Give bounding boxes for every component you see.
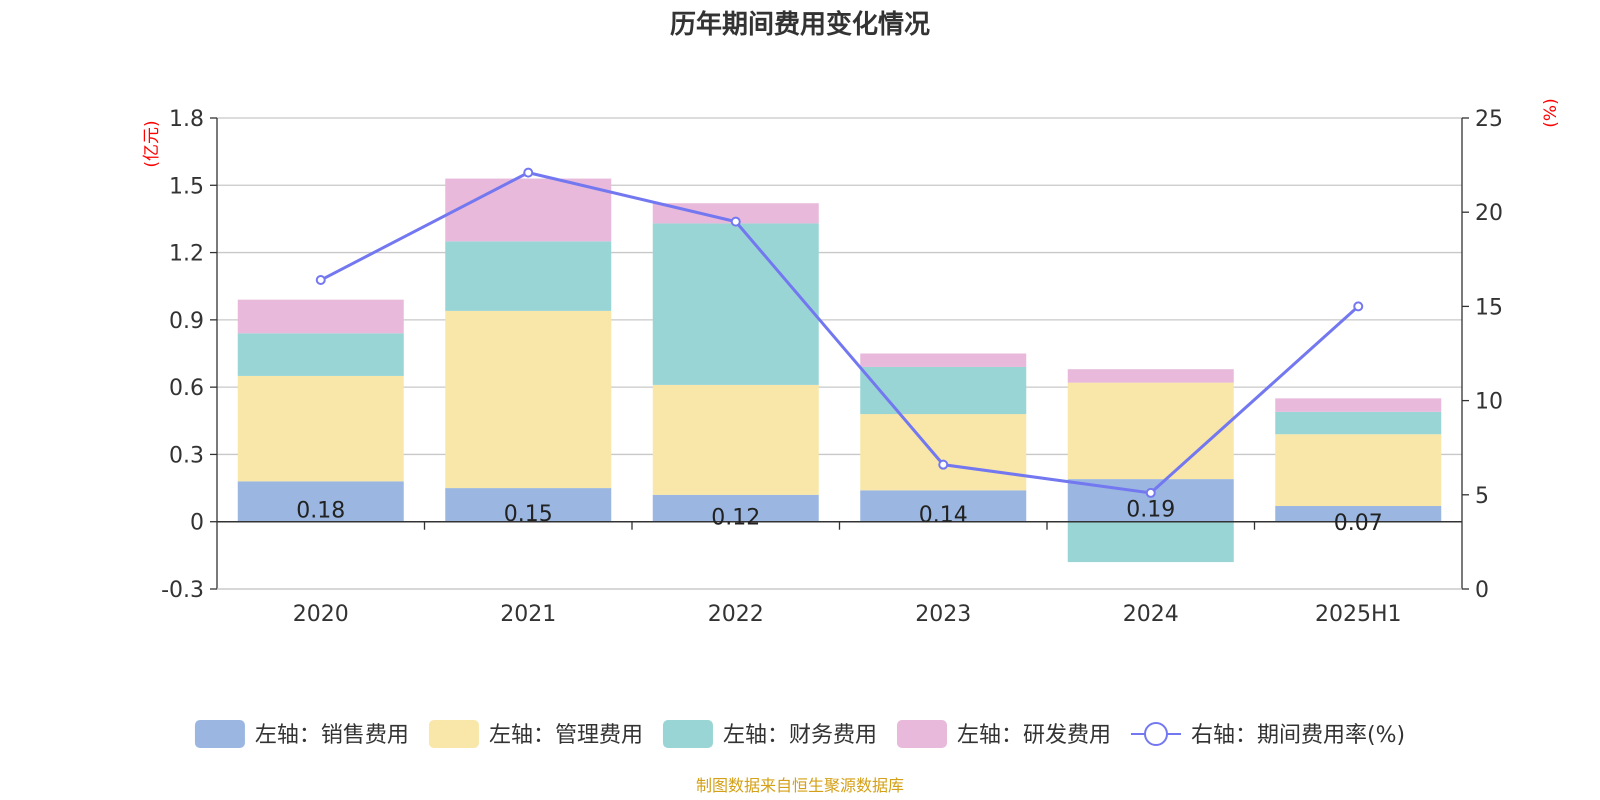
source-note: 制图数据来自恒生聚源数据库 [696,776,904,795]
legend-swatch [662,720,713,748]
bar-segment [237,481,404,522]
x-tick-label: 2021 [500,602,556,627]
right-axis-unit: (%) [1541,98,1561,127]
legend: 左轴：销售费用 左轴：管理费用 左轴：财务费用 左轴：研发费用 右轴：期间费用率(%) [194,720,1405,748]
left-tick-label: 0.3 [169,443,204,468]
right-tick-label: 5 [1475,484,1489,509]
left-tick-label: 0 [190,511,204,536]
left-axis-unit: (亿元) [142,120,162,167]
left-tick-label: 1.2 [169,242,204,267]
rate-point [938,459,949,470]
right-tick-label: 20 [1475,201,1503,226]
data-labels: 0.18 0.15 0.12 0.14 0.19 0.07 [296,497,1382,535]
left-tick-label: 1.8 [169,107,204,132]
x-tick-label: 2022 [708,602,764,627]
axes: -0.3 0 0.3 0.6 0.9 1.2 1.5 1.8 (亿元) 0 5 10 15 20 25 (%)… [142,98,1561,627]
left-tick-label: 0.9 [169,309,204,334]
x-tick-label: 2023 [915,602,971,627]
bar-segment [860,414,1027,491]
rate-point [1353,301,1364,312]
left-tick-label: 0.6 [169,376,204,401]
bar-segment [445,488,612,522]
bar-segment [445,178,612,242]
data-label: 0.19 [1126,497,1175,522]
bar-segment [1067,382,1234,480]
bar-segment [1067,369,1234,383]
bar-segment [652,223,819,385]
right-tick-label: 0 [1475,578,1489,603]
rate-point [315,275,326,286]
legend-swatch [428,720,479,748]
bar-segment [1275,398,1442,412]
bar-segment [237,333,404,376]
bar-segment [652,384,819,495]
rate-point [730,216,741,227]
rate-point [523,167,534,178]
bar-segment [445,310,612,489]
bar-segment [1275,434,1442,507]
bar-segment [652,494,819,522]
bar-segment [1067,521,1234,563]
bar-segment [445,241,612,311]
data-label: 0.07 [1334,511,1383,536]
rate-line [315,167,1364,498]
rate-point [1145,487,1156,498]
rate-line-path [320,171,1360,495]
x-tick-label: 2025H1 [1315,602,1402,627]
bar-segment [1275,411,1442,435]
legend-label: 左轴：销售费用 [255,723,409,748]
bar-segment [860,353,1027,367]
right-tick-label: 10 [1475,390,1503,415]
bars [237,178,1442,563]
bar-segment [1275,506,1442,522]
bar-segment [237,299,404,334]
data-label: 0.14 [919,503,968,528]
legend-swatch [896,720,947,748]
chart-title: 历年期间费用变化情况 [670,9,930,40]
left-tick-label: -0.3 [161,578,204,603]
right-tick-label: 25 [1475,107,1503,132]
bar-segment [860,366,1027,415]
bar-segment [237,375,404,482]
legend-label: 右轴：期间费用率(%) [1191,723,1405,748]
bar-segment [652,203,819,224]
data-label: 0.15 [504,502,553,527]
legend-label: 左轴：研发费用 [957,723,1111,748]
x-tick-label: 2020 [293,602,349,627]
data-label: 0.12 [711,505,760,530]
bar-segment [860,490,1027,522]
data-label: 0.18 [296,499,345,524]
gridlines [217,117,1462,590]
legend-circle-marker [1143,722,1168,746]
legend-label: 左轴：财务费用 [723,723,877,748]
x-tick-label: 2024 [1123,602,1179,627]
left-tick-label: 1.5 [169,174,204,199]
legend-swatch [194,720,245,748]
legend-label: 左轴：管理费用 [489,723,643,748]
right-tick-label: 15 [1475,295,1503,320]
